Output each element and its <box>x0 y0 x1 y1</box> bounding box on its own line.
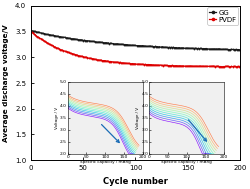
GG <box>43 33 46 35</box>
PVDF <box>235 66 238 68</box>
PVDF <box>228 65 231 68</box>
PVDF <box>238 65 241 67</box>
Line: PVDF: PVDF <box>31 32 241 68</box>
GG <box>220 48 224 50</box>
PVDF <box>69 52 72 54</box>
PVDF <box>220 66 224 68</box>
PVDF <box>43 40 46 42</box>
GG <box>39 32 42 34</box>
GG <box>228 49 231 51</box>
Y-axis label: Average discharge voltage/V: Average discharge voltage/V <box>4 24 10 142</box>
PVDF <box>86 57 89 59</box>
GG <box>238 49 241 51</box>
PVDF <box>31 31 34 34</box>
GG <box>69 38 72 40</box>
Legend: GG, PVDF: GG, PVDF <box>207 7 238 25</box>
Line: GG: GG <box>31 30 241 51</box>
X-axis label: Cycle number: Cycle number <box>103 177 168 186</box>
PVDF <box>39 38 42 40</box>
GG <box>86 40 89 42</box>
GG <box>31 30 34 32</box>
